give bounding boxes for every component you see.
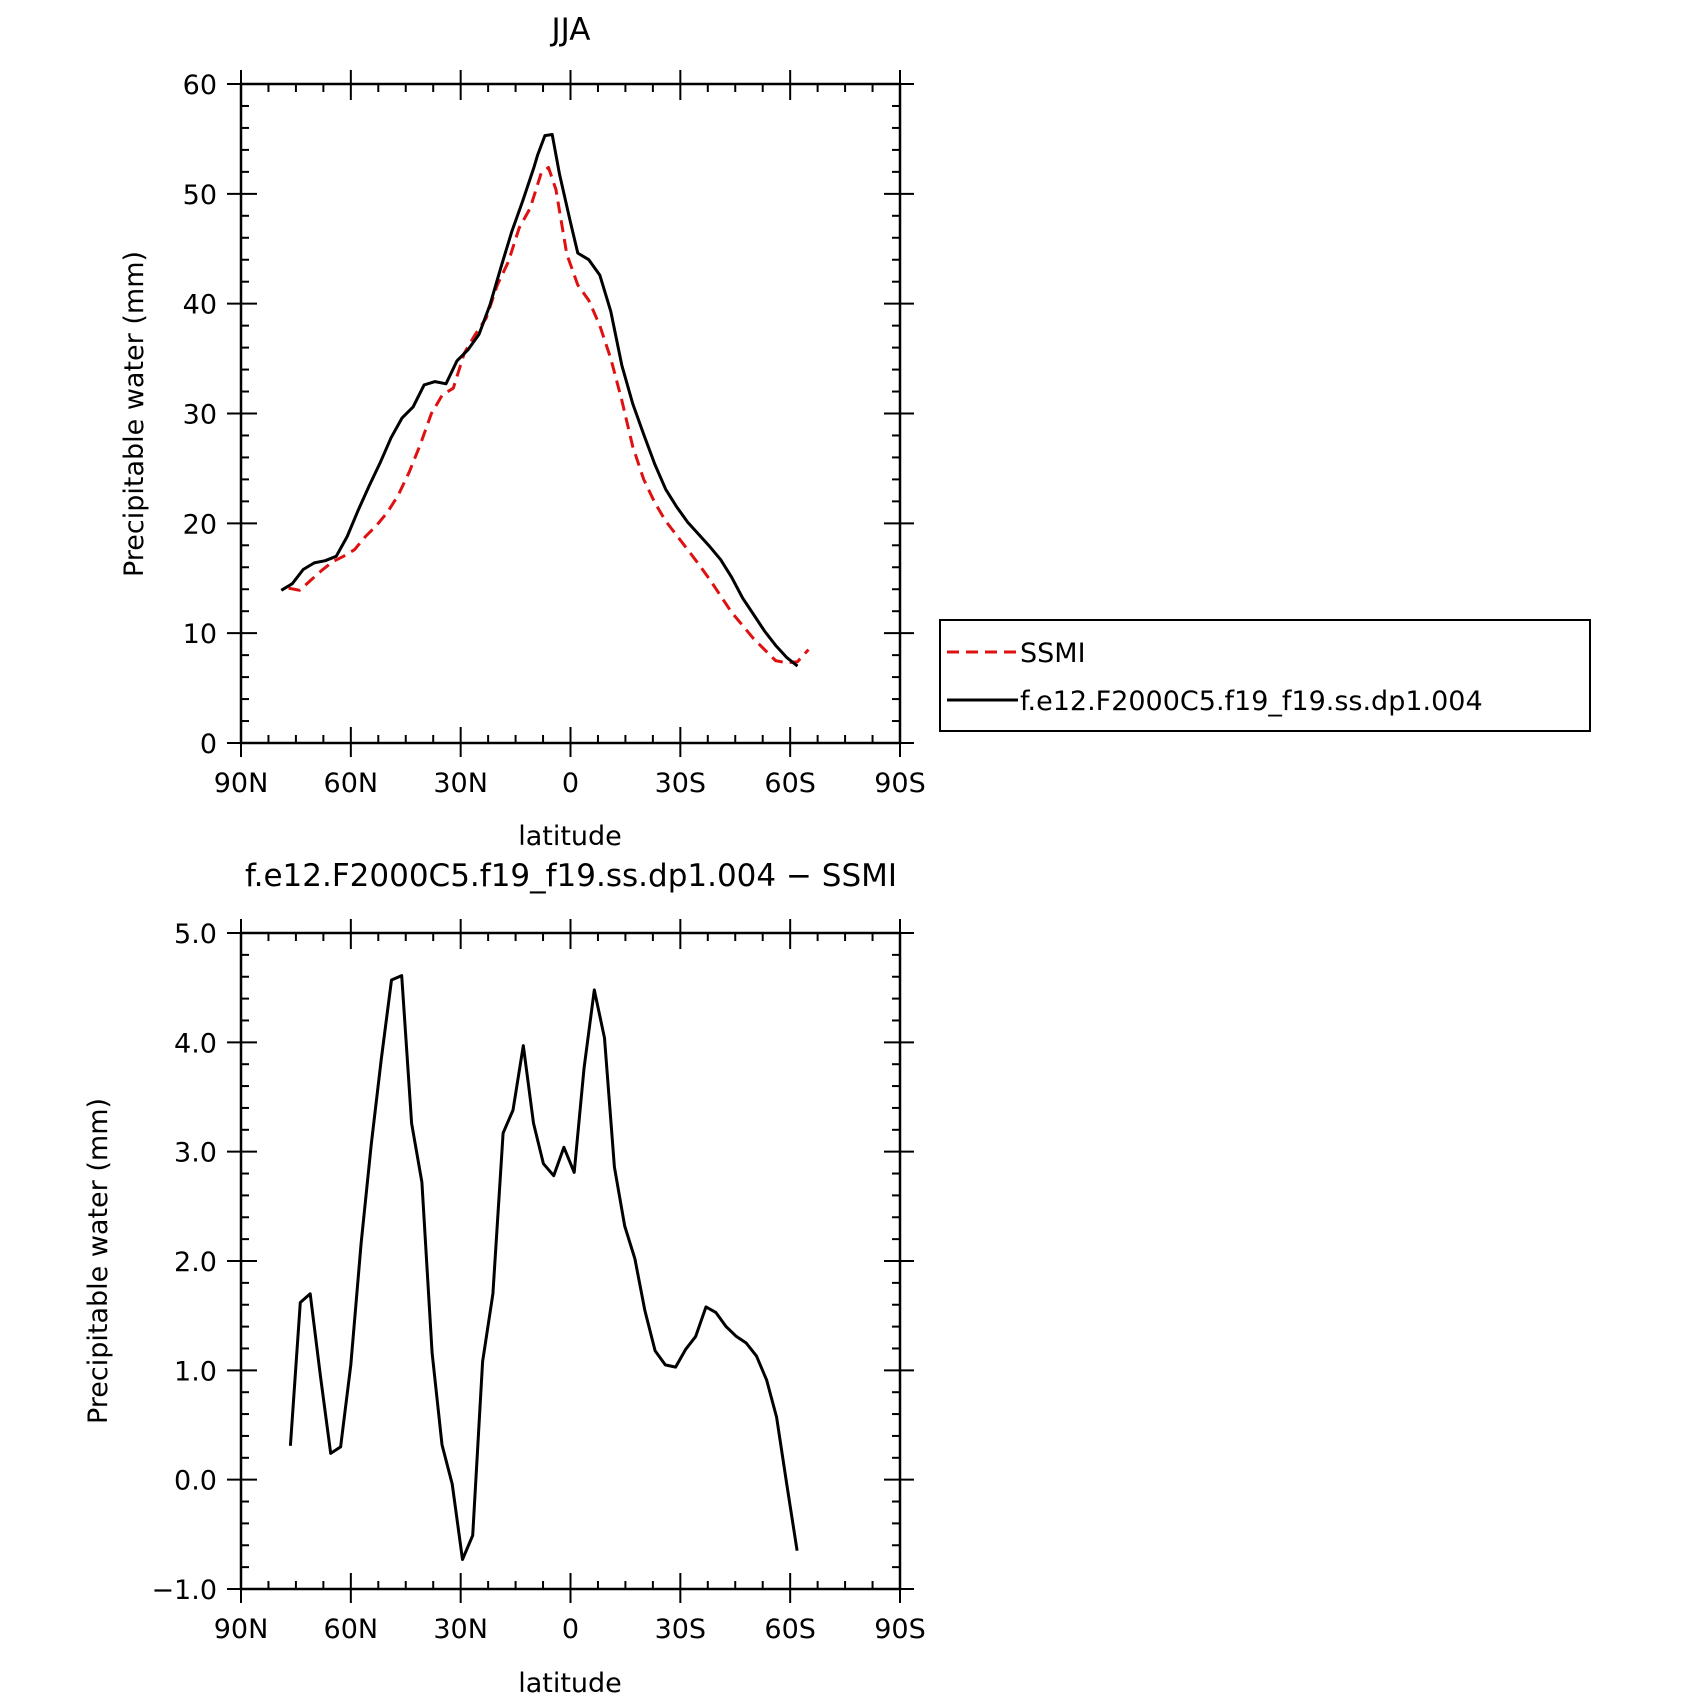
y-tick-label: 0.0 <box>174 1466 217 1497</box>
bottom-plot-frame <box>239 931 902 1591</box>
x-tick-label: 90S <box>874 1614 926 1645</box>
y-tick-label: 5.0 <box>174 919 217 950</box>
x-tick-label: 60S <box>764 1614 816 1645</box>
bot-series-line-0 <box>288 974 799 1561</box>
x-tick-label: 60S <box>764 768 816 799</box>
x-tick-label: 0 <box>562 768 579 799</box>
y-tick-label: 4.0 <box>174 1028 217 1059</box>
y-tick-label: 0 <box>200 729 217 760</box>
top-y-tick-labels: 0 10 20 30 40 50 60 <box>183 70 217 760</box>
top-series-group <box>280 133 810 668</box>
x-tick-label: 60N <box>324 1614 379 1645</box>
top-plot-frame <box>239 82 902 745</box>
bottom-x-tick-labels: 90N 60N 30N 0 30S 60S 90S <box>214 1614 926 1645</box>
y-tick-label: 60 <box>183 70 217 101</box>
x-tick-label: 30N <box>433 768 488 799</box>
bottom-panel: f.e12.F2000C5.f19_f19.ss.dp1.004 − SSMI … <box>83 858 926 1697</box>
y-tick-label: 40 <box>183 290 217 321</box>
top-x-tick-labels: 90N 60N 30N 0 30S 60S 90S <box>214 768 926 799</box>
top-series-line-0 <box>288 166 810 665</box>
top-axis-ticks <box>227 70 914 757</box>
x-tick-label: 30N <box>433 1614 488 1645</box>
y-tick-label: 20 <box>183 509 217 540</box>
top-chart-title: JJA <box>550 12 591 48</box>
y-tick-label: 50 <box>183 180 217 211</box>
top-panel: JJA 90N 60N 30N 0 30S 60S 90S 0 10 20 30 40 50 60 la… <box>119 12 926 852</box>
bottom-chart-title: f.e12.F2000C5.f19_f19.ss.dp1.004 − SSMI <box>245 858 897 894</box>
y-tick-label: −1.0 <box>151 1575 217 1606</box>
legend-label-ssmi: SSMI <box>1020 638 1086 669</box>
top-y-axis-label: Precipitable water (mm) <box>119 251 150 577</box>
legend: SSMI f.e12.F2000C5.f19_f19.ss.dp1.004 <box>939 619 1591 732</box>
x-tick-label: 90N <box>214 1614 269 1645</box>
bottom-y-axis-label: Precipitable water (mm) <box>83 1098 114 1424</box>
bottom-x-axis-label: latitude <box>518 1668 622 1697</box>
bottom-series-group <box>288 974 799 1561</box>
x-tick-label: 90S <box>874 768 926 799</box>
bottom-y-tick-labels: −1.0 0.0 1.0 2.0 3.0 4.0 5.0 <box>151 919 217 1606</box>
y-tick-label: 30 <box>183 400 217 431</box>
bottom-axis-ticks <box>227 919 914 1603</box>
y-tick-label: 2.0 <box>174 1247 217 1278</box>
y-tick-label: 1.0 <box>174 1356 217 1387</box>
top-x-axis-label: latitude <box>518 821 622 852</box>
y-tick-label: 3.0 <box>174 1138 217 1169</box>
top-series-line-1 <box>280 133 799 668</box>
legend-box <box>939 619 1591 732</box>
x-tick-label: 30S <box>655 768 707 799</box>
x-tick-label: 30S <box>655 1614 707 1645</box>
x-tick-label: 90N <box>214 768 269 799</box>
x-tick-label: 60N <box>324 768 379 799</box>
y-tick-label: 10 <box>183 619 217 650</box>
legend-label-model: f.e12.F2000C5.f19_f19.ss.dp1.004 <box>1020 686 1483 717</box>
x-tick-label: 0 <box>562 1614 579 1645</box>
